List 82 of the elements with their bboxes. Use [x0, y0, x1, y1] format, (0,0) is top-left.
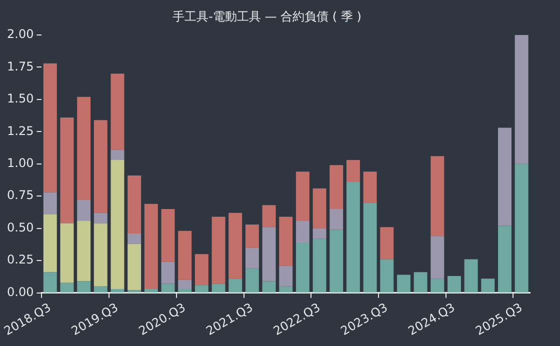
bar — [110, 160, 124, 289]
bar — [43, 272, 57, 292]
y-tick-label: 0.25 — [7, 252, 34, 267]
bar — [245, 224, 259, 248]
bar — [77, 281, 91, 292]
bar — [380, 227, 394, 260]
bar — [128, 244, 142, 290]
bar — [330, 209, 344, 230]
bar — [178, 288, 192, 292]
bar — [279, 286, 293, 292]
bar — [77, 96, 91, 200]
bar — [178, 280, 192, 289]
bar — [110, 150, 124, 160]
y-tick-label: 1.25 — [7, 124, 34, 138]
bar — [262, 227, 276, 282]
y-tick-label: 0.50 — [7, 220, 34, 234]
bar — [60, 282, 74, 292]
bar — [60, 117, 74, 224]
bar — [144, 204, 158, 289]
bar — [279, 266, 293, 286]
bar — [262, 205, 276, 228]
bar — [498, 226, 512, 292]
bar — [43, 192, 57, 214]
bar — [330, 230, 344, 292]
bar — [296, 172, 310, 221]
bar — [94, 223, 108, 286]
bar — [396, 274, 410, 292]
bar — [430, 156, 444, 236]
bar — [212, 216, 226, 284]
bar — [228, 212, 242, 279]
bar — [414, 272, 428, 292]
bar — [464, 259, 478, 292]
bar — [178, 230, 192, 280]
bar — [94, 212, 108, 224]
bar — [363, 202, 377, 292]
bar — [312, 238, 326, 292]
y-tick-label: 2.00 — [7, 27, 34, 42]
bar — [514, 34, 528, 164]
bar — [279, 216, 293, 266]
bar — [212, 284, 226, 292]
y-tick-label: 1.75 — [7, 59, 34, 74]
y-tick-label: 1.50 — [7, 92, 34, 106]
bar — [77, 220, 91, 282]
bar — [380, 259, 394, 292]
bar — [514, 164, 528, 292]
bar — [194, 254, 208, 286]
bar — [245, 248, 259, 268]
bar — [296, 220, 310, 243]
bar — [110, 288, 124, 292]
chart-title: 手工具-電動工具 — 合約負債 ( 季 ) — [172, 9, 362, 24]
bar — [43, 214, 57, 272]
bar — [346, 160, 360, 182]
bar — [262, 281, 276, 292]
bar — [43, 63, 57, 192]
bar — [161, 209, 175, 262]
bar — [481, 278, 495, 292]
bar — [94, 120, 108, 213]
bar — [312, 228, 326, 239]
bar — [228, 278, 242, 292]
bar — [363, 172, 377, 203]
bar — [330, 165, 344, 210]
bar — [128, 176, 142, 234]
bar — [60, 223, 74, 282]
bar — [296, 242, 310, 292]
bar — [498, 128, 512, 226]
bar — [94, 286, 108, 292]
bar — [448, 276, 461, 292]
bar — [77, 200, 91, 221]
bar — [161, 284, 175, 292]
y-tick-label: 0.75 — [7, 188, 34, 202]
bar — [194, 285, 208, 292]
bar — [312, 188, 326, 228]
bar — [245, 268, 259, 292]
bar — [161, 262, 175, 284]
y-tick-label: 0.00 — [7, 284, 34, 299]
y-tick-label: 1.00 — [7, 156, 34, 170]
bar — [430, 278, 444, 292]
bar — [128, 234, 142, 244]
bar — [110, 74, 124, 150]
bar — [346, 182, 360, 292]
bar — [430, 236, 444, 279]
bar — [144, 288, 158, 292]
